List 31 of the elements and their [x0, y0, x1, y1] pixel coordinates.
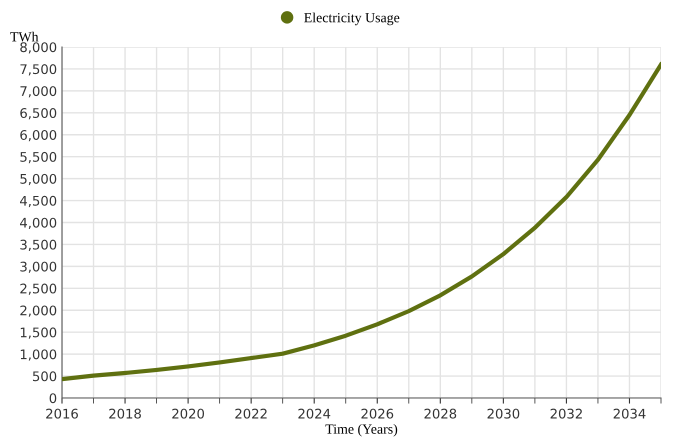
y-tick-label: 6,500: [20, 108, 56, 120]
x-tick-label: 2032: [550, 408, 582, 419]
y-tick-label: 7,000: [20, 86, 56, 98]
y-tick-label: 2,500: [20, 284, 56, 295]
y-tick-label: 1,500: [20, 327, 56, 339]
y-tick-label: 8,000: [20, 42, 56, 54]
y-axis-title: TWh: [10, 32, 38, 42]
x-tick-label: 2018: [109, 408, 141, 419]
x-tick-label: 2034: [614, 408, 646, 419]
y-tick-label: 5,500: [20, 152, 56, 164]
x-tick-label: 2028: [424, 408, 456, 419]
x-tick-label: 2016: [46, 408, 78, 419]
y-tick-label: 4,500: [20, 196, 56, 208]
line-series: [62, 62, 661, 382]
y-tick-label: 3,500: [20, 240, 56, 251]
y-tick-label: 1,000: [20, 349, 56, 361]
y-tick-label: 500: [32, 371, 56, 382]
x-tick-label: 2030: [488, 408, 520, 419]
y-tick-label: 3,000: [20, 262, 56, 273]
x-tick-label: 2026: [361, 408, 394, 419]
legend-label: Electricity Usage: [304, 12, 400, 26]
x-tick-label: 2022: [235, 408, 267, 419]
x-tick-label: 2020: [172, 408, 204, 419]
y-tick-label: 5,000: [20, 174, 56, 186]
y-tick-label: 6,000: [20, 130, 56, 142]
y-tick-label: 2,000: [20, 305, 56, 317]
y-tick-label: 4,000: [20, 218, 56, 230]
y-tick-label: 0: [50, 393, 56, 404]
y-tick-label: 7,500: [20, 64, 56, 76]
x-axis-title: Time (Years): [325, 424, 398, 437]
x-tick-label: 2024: [298, 408, 330, 419]
